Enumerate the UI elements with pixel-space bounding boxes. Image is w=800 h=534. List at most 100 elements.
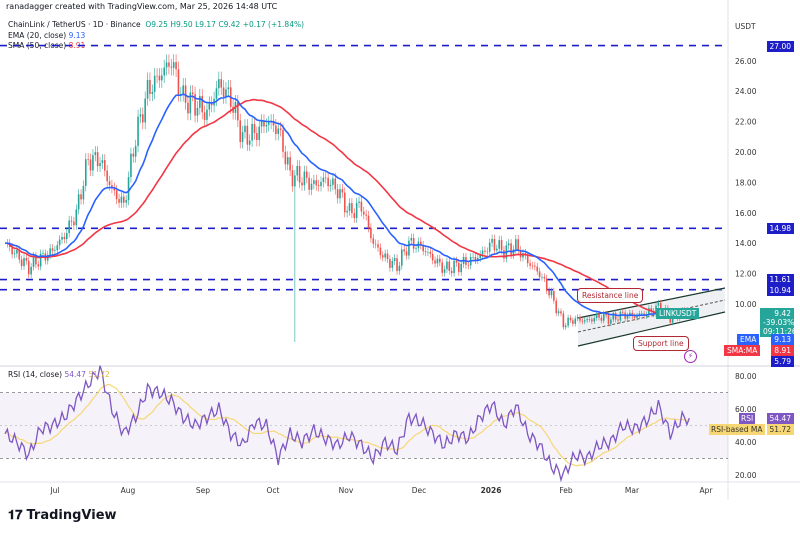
candle-body bbox=[374, 243, 377, 245]
candle-body bbox=[108, 181, 111, 186]
candle-body bbox=[175, 62, 177, 70]
time-tick: 2026 bbox=[481, 486, 502, 495]
tradingview-logo[interactable]: 𝟏𝟕 TradingView bbox=[8, 508, 117, 523]
candle-body bbox=[669, 316, 672, 323]
candle-body bbox=[472, 257, 474, 258]
rsi-ma-tag: RSI-based MA bbox=[709, 424, 765, 435]
candle-body bbox=[291, 170, 294, 187]
candle-body bbox=[358, 201, 360, 203]
symbol-label[interactable]: ChainLink / TetherUS · 1D · Binance bbox=[8, 20, 141, 29]
price-tick: 10.00 bbox=[735, 300, 757, 309]
candle-body bbox=[142, 114, 144, 123]
candle-body bbox=[393, 258, 396, 262]
candle-body bbox=[377, 244, 379, 248]
candle-body bbox=[448, 261, 451, 271]
candle-body bbox=[267, 122, 270, 126]
candle-body bbox=[365, 214, 367, 216]
candle-body bbox=[184, 85, 187, 103]
candle-body bbox=[367, 215, 370, 228]
candle-body bbox=[210, 103, 213, 106]
candle-body bbox=[144, 98, 146, 123]
candle-body bbox=[225, 89, 227, 97]
candle-body bbox=[134, 145, 137, 157]
candle-body bbox=[355, 202, 358, 219]
candle-body bbox=[239, 120, 242, 143]
candle-body bbox=[621, 311, 624, 313]
candle-body bbox=[657, 302, 660, 306]
candle-body bbox=[123, 196, 125, 203]
candle-body bbox=[405, 251, 408, 256]
candle-body bbox=[548, 290, 550, 296]
candle-body bbox=[453, 260, 455, 274]
candle-body bbox=[199, 96, 201, 108]
open: O9.25 bbox=[145, 20, 168, 29]
candle-body bbox=[614, 312, 617, 320]
candle-body bbox=[450, 270, 453, 274]
candle-body bbox=[370, 227, 372, 239]
candle-body bbox=[132, 153, 135, 157]
candle-body bbox=[529, 263, 531, 266]
candle-body bbox=[474, 257, 477, 261]
sma-tag: SMA:MA bbox=[724, 345, 761, 356]
candle-body bbox=[574, 318, 577, 324]
candle-body bbox=[427, 252, 429, 253]
candle-body bbox=[415, 248, 417, 249]
time-tick: Jul bbox=[49, 486, 59, 495]
candle-body bbox=[362, 211, 365, 215]
ema-label[interactable]: EMA (20, close) bbox=[8, 30, 67, 40]
candle-body bbox=[118, 199, 120, 203]
candle-body bbox=[434, 260, 436, 264]
candle-body bbox=[227, 87, 230, 90]
candle-body bbox=[313, 180, 315, 184]
tv-logo-icon: 𝟏𝟕 bbox=[8, 508, 23, 523]
candle-body bbox=[89, 159, 92, 171]
time-tick: Oct bbox=[267, 486, 280, 495]
candle-body bbox=[510, 243, 512, 255]
candle-body bbox=[253, 123, 256, 134]
candle-body bbox=[58, 239, 61, 246]
lightning-icon[interactable]: ⚡ bbox=[684, 350, 697, 363]
level-tag-27: 27.00 bbox=[766, 41, 794, 52]
support-annotation: Support line bbox=[633, 336, 689, 351]
channel-fill bbox=[578, 288, 725, 346]
candle-body bbox=[201, 96, 204, 113]
candle-body bbox=[336, 189, 339, 199]
candle-body bbox=[248, 140, 251, 145]
candle-body bbox=[526, 255, 529, 264]
candle-body bbox=[403, 249, 405, 252]
candle-body bbox=[598, 313, 600, 318]
rsi-tick: 20.00 bbox=[735, 471, 757, 480]
sma-label[interactable]: SMA (50, close) bbox=[8, 41, 67, 50]
candle-body bbox=[127, 177, 130, 201]
time-tick: Apr bbox=[700, 486, 714, 495]
candle-body bbox=[384, 253, 386, 258]
rsi-band bbox=[0, 392, 728, 459]
candle-body bbox=[99, 163, 101, 167]
rsi-tick: 40.00 bbox=[735, 438, 757, 447]
candle-body bbox=[486, 251, 489, 253]
candle-body bbox=[562, 313, 565, 328]
candle-body bbox=[56, 245, 59, 251]
candle-body bbox=[32, 256, 35, 267]
candle-body bbox=[640, 313, 643, 315]
time-tick: Mar bbox=[625, 486, 640, 495]
candle-body bbox=[125, 200, 127, 203]
candle-body bbox=[443, 269, 446, 273]
candle-body bbox=[310, 183, 313, 190]
candle-body bbox=[412, 238, 415, 249]
candle-body bbox=[20, 259, 23, 267]
sma-line bbox=[4, 98, 690, 318]
candle-body bbox=[196, 107, 199, 116]
symbol-tag: LINKUSDT bbox=[656, 308, 700, 319]
candle-body bbox=[531, 265, 534, 267]
candle-body bbox=[391, 261, 394, 268]
candle-body bbox=[286, 157, 289, 165]
candle-body bbox=[381, 255, 384, 258]
candle-body bbox=[555, 300, 558, 314]
time-tick: Sep bbox=[196, 486, 210, 495]
candle-body bbox=[77, 194, 80, 210]
candle-body bbox=[301, 182, 303, 186]
candle-body bbox=[467, 264, 470, 266]
candle-body bbox=[605, 313, 607, 316]
